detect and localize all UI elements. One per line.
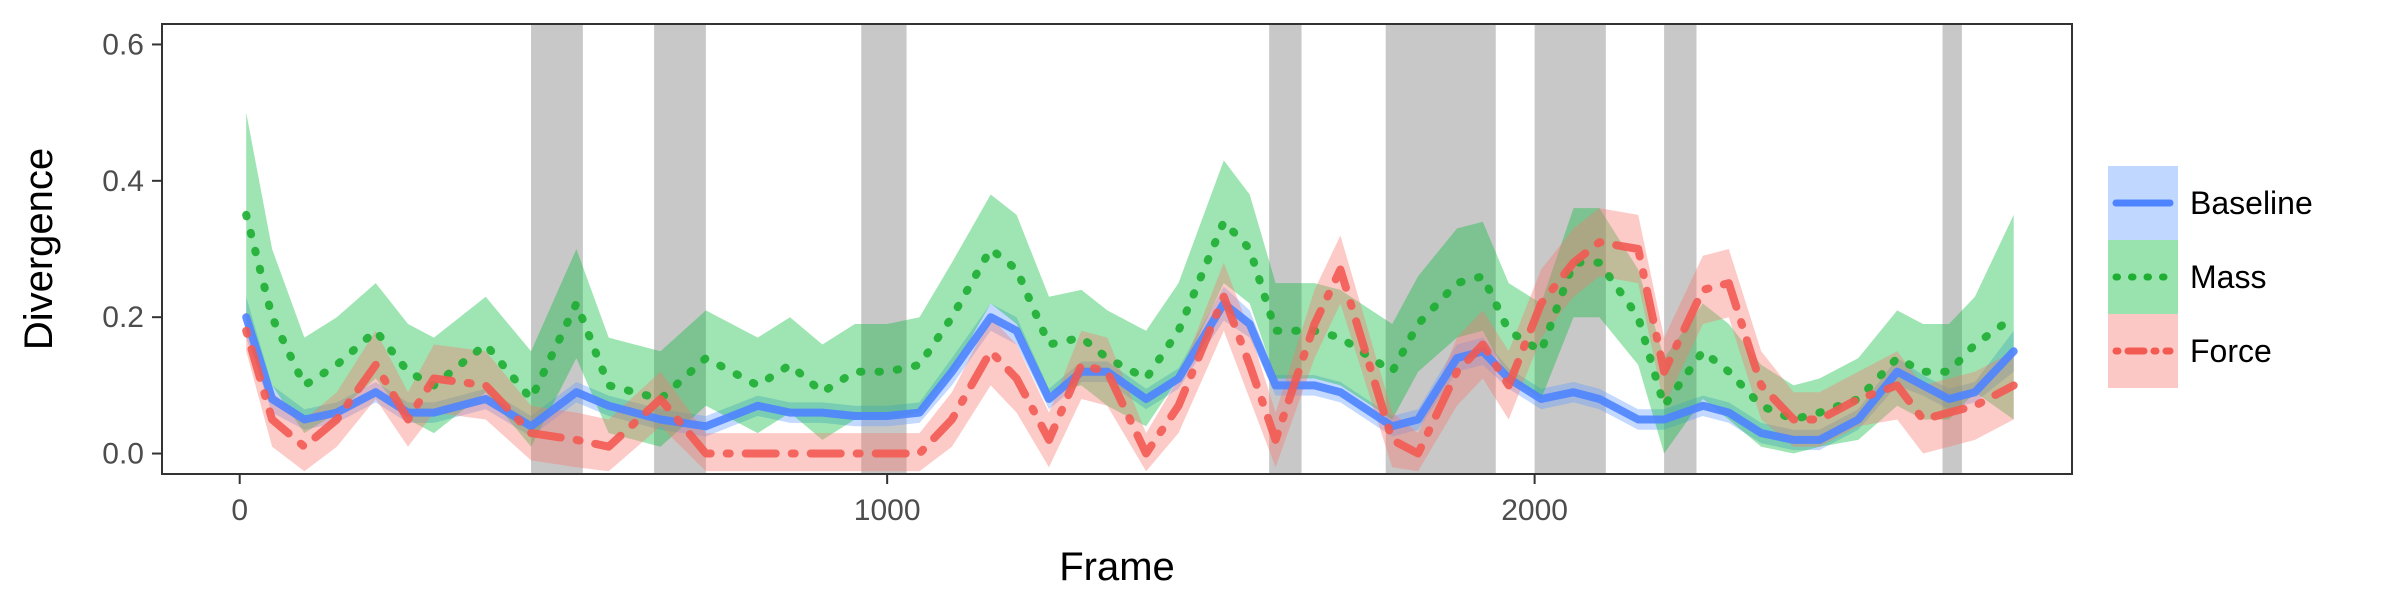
x-tick-label: 1000	[854, 494, 921, 527]
x-tick-label: 2000	[1501, 494, 1568, 527]
shaded-region	[861, 24, 907, 474]
confidence-band-mass	[246, 112, 2014, 454]
x-axis-title: Frame	[1059, 545, 1175, 589]
series-line-baseline	[242, 299, 2018, 444]
series-lines	[242, 210, 2018, 458]
x-tick-label: 0	[231, 494, 248, 527]
legend-label: Baseline	[2190, 185, 2313, 221]
y-tick-label: 0.2	[102, 301, 144, 334]
y-axis-title: Divergence	[17, 148, 61, 350]
y-axis: 0.0 0.2 0.4 0.6	[102, 28, 162, 471]
y-tick-label: 0.4	[102, 165, 144, 198]
x-axis: 0 1000 2000	[231, 474, 1568, 527]
series-line-force	[242, 238, 2018, 458]
series-line-mass	[242, 210, 2018, 424]
shaded-region	[531, 24, 583, 474]
plot-panel-border	[161, 23, 2073, 475]
legend-label: Force	[2190, 333, 2272, 369]
legend-item-baseline: Baseline	[2108, 166, 2313, 240]
legend-label: Mass	[2190, 259, 2266, 295]
y-tick-label: 0.6	[102, 28, 144, 61]
legend: Baseline Mass Force	[2108, 166, 2313, 388]
legend-item-force: Force	[2108, 314, 2272, 388]
y-tick-label: 0.0	[102, 438, 144, 471]
legend-item-mass: Mass	[2108, 240, 2266, 314]
